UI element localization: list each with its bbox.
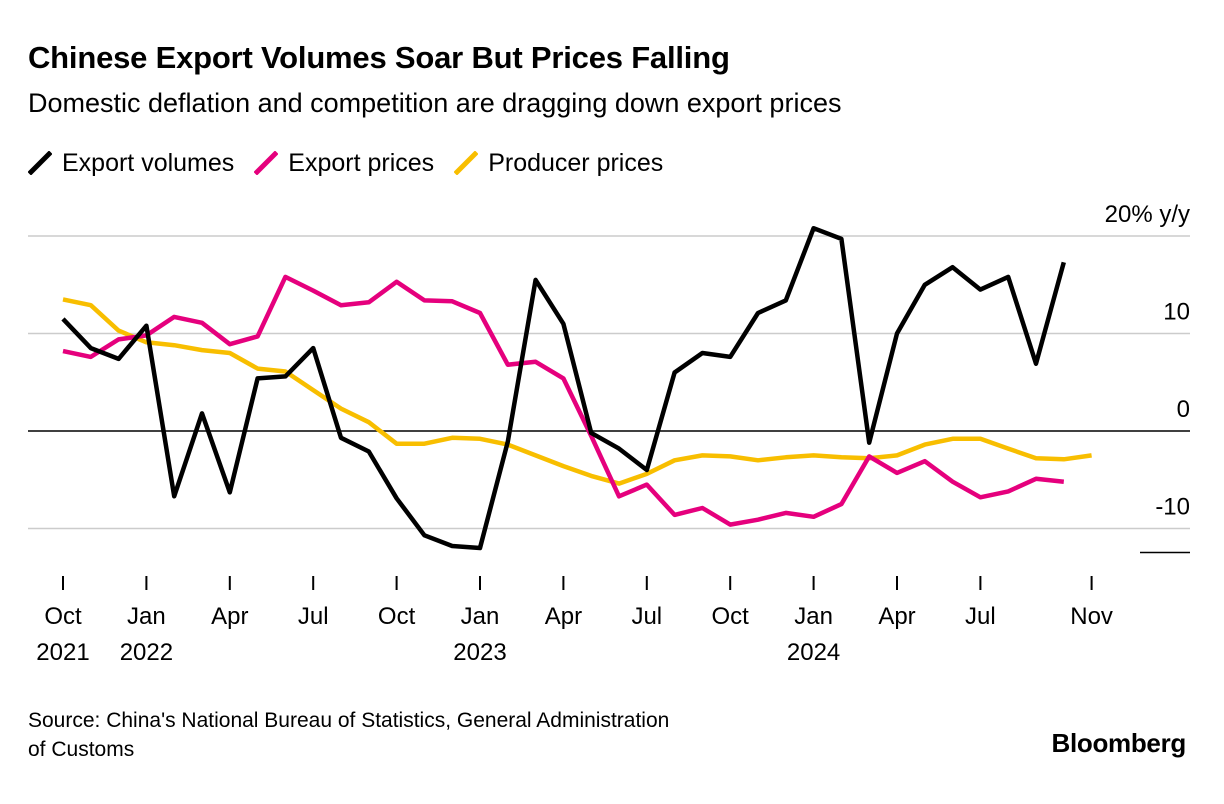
series-line-export-prices (62, 274, 1065, 527)
x-tick-label-year: 2022 (120, 639, 173, 666)
legend-item-export-volumes: Export volumes (28, 149, 234, 178)
y-tick-label: 10 (1163, 299, 1190, 326)
legend: Export volumes Export prices Producer pr… (28, 146, 683, 180)
x-tick-label-month: Jan (461, 603, 500, 630)
legend-label-export-volumes: Export volumes (62, 148, 235, 177)
x-tick-label-month: Oct (712, 603, 750, 630)
legend-swatch-export-volumes (28, 151, 52, 175)
x-tick-label-year: 2023 (453, 639, 506, 666)
chart-title: Chinese Export Volumes Soar But Prices F… (28, 40, 730, 75)
chart-subtitle: Domestic deflation and competition are d… (28, 88, 842, 118)
x-tick-label-month: Apr (878, 603, 915, 630)
x-tick-label-month: Jan (794, 603, 833, 630)
x-tick-label-year: 2024 (787, 639, 840, 666)
y-tick-label: 0 (1177, 396, 1190, 423)
legend-label-export-prices: Export prices (288, 148, 435, 177)
legend-item-export-prices: Export prices (254, 149, 434, 178)
bloomberg-logo: Bloomberg (1051, 728, 1186, 758)
x-tick-label-month: Apr (545, 603, 582, 630)
x-tick-label-month: Nov (1070, 603, 1113, 630)
series-line-producer-prices (62, 297, 1092, 486)
x-tick-label-month: Jul (965, 603, 996, 630)
x-tick-label-month: Oct (44, 603, 82, 630)
source-line-1: Source: China's National Bureau of Stati… (28, 709, 670, 732)
legend-swatch-export-prices (254, 151, 279, 175)
series-line-export-volumes (61, 225, 1066, 551)
y-tick-label: -10 (1155, 494, 1190, 521)
x-tick-label-month: Jul (631, 603, 662, 630)
legend-label-producer-prices: Producer prices (488, 148, 664, 177)
x-tick-label-year: 2021 (36, 639, 89, 666)
x-tick-label-month: Jan (127, 603, 166, 630)
x-tick-label-month: Jul (298, 603, 329, 630)
y-tick-label: 20% y/y (1105, 201, 1190, 228)
x-tick-label-month: Oct (378, 603, 416, 630)
legend-item-producer-prices: Producer prices (454, 149, 663, 178)
x-tick-label-month: Apr (211, 603, 248, 630)
legend-swatch-producer-prices (454, 151, 479, 175)
source-line-2: of Customs (28, 738, 135, 761)
source-note: Source: China's National Bureau of Stati… (28, 706, 888, 764)
